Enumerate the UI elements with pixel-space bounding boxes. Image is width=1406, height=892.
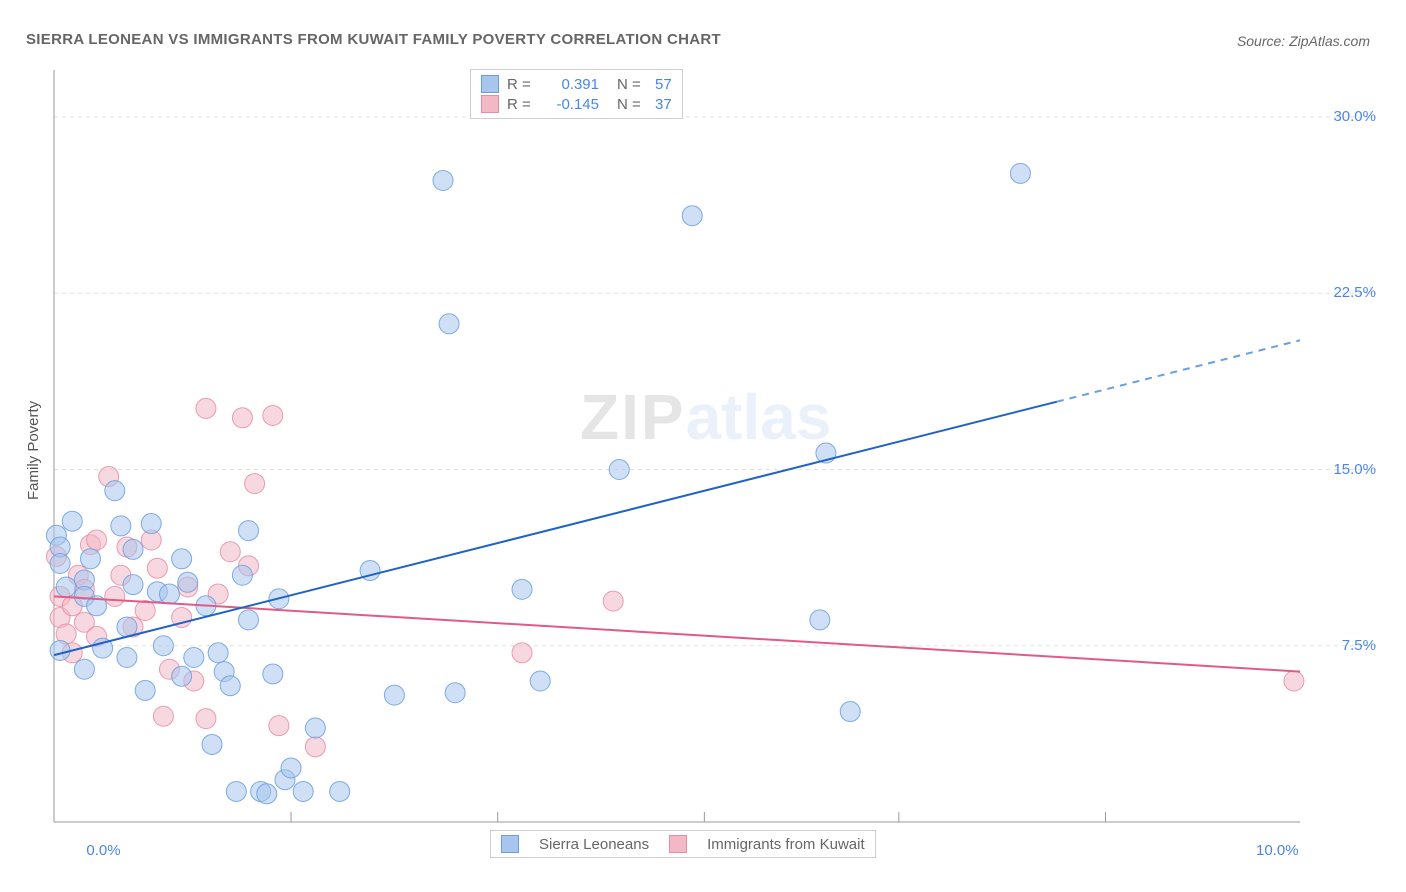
series-legend: Sierra Leoneans Immigrants from Kuwait: [490, 830, 876, 858]
y-tick-label: 22.5%: [1316, 284, 1376, 301]
y-tick-label: 15.0%: [1316, 461, 1376, 478]
legend-r-label: R =: [507, 96, 537, 113]
legend-series-label: Sierra Leoneans: [539, 836, 649, 853]
legend-swatch: [669, 835, 687, 853]
legend-r-label: R =: [507, 76, 537, 93]
legend-swatch: [481, 75, 499, 93]
x-tick-label: 0.0%: [86, 842, 120, 859]
legend-swatch: [481, 95, 499, 113]
x-tick-label: 10.0%: [1256, 842, 1299, 859]
watermark-atlas: atlas: [686, 381, 832, 453]
legend-n-label: N =: [617, 76, 647, 93]
correlation-legend: R = 0.391 N = 57 R = -0.145 N = 37: [470, 69, 683, 119]
y-tick-label: 30.0%: [1316, 108, 1376, 125]
watermark-zip: ZIP: [580, 381, 686, 453]
legend-swatch: [501, 835, 519, 853]
legend-n-value: 37: [655, 96, 672, 113]
y-tick-label: 7.5%: [1316, 637, 1376, 654]
legend-n-value: 57: [655, 76, 672, 93]
legend-row: R = -0.145 N = 37: [481, 94, 672, 114]
legend-n-label: N =: [617, 96, 647, 113]
legend-r-value: 0.391: [545, 76, 599, 93]
watermark: ZIPatlas: [580, 380, 831, 454]
legend-r-value: -0.145: [545, 96, 599, 113]
legend-series-label: Immigrants from Kuwait: [707, 836, 865, 853]
legend-row: R = 0.391 N = 57: [481, 74, 672, 94]
